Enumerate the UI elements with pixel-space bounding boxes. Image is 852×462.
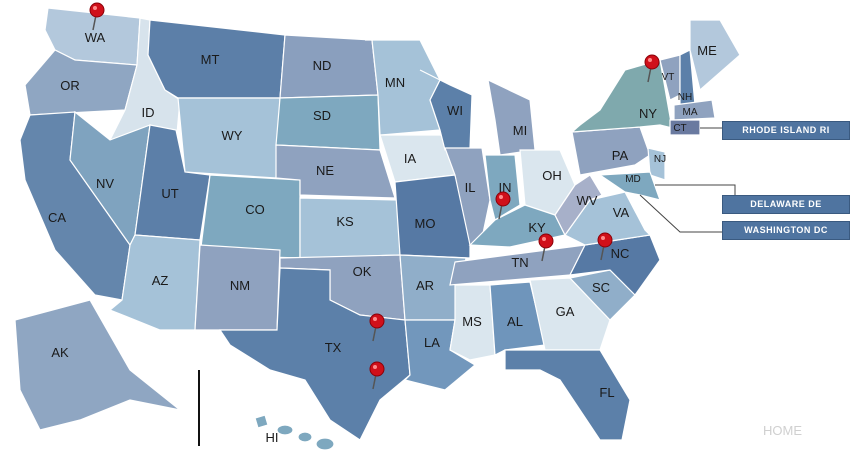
state-ne[interactable] [275, 144, 396, 199]
state-ms[interactable] [449, 284, 496, 361]
callout-connector [639, 194, 722, 233]
state-ks[interactable] [299, 197, 401, 259]
state-tx[interactable] [218, 267, 411, 441]
state-sd[interactable] [275, 94, 381, 151]
state-ga[interactable] [529, 277, 611, 351]
pin-highlight [601, 236, 605, 240]
state-mt[interactable] [147, 19, 286, 99]
state-hi-island[interactable] [297, 431, 313, 443]
map-pin-icon[interactable] [369, 313, 385, 329]
state-wy[interactable] [177, 97, 281, 179]
map-pin-icon[interactable] [89, 2, 105, 18]
map-pin-icon[interactable] [644, 54, 660, 70]
state-pa[interactable] [571, 126, 651, 176]
state-hi-island[interactable] [315, 437, 335, 451]
pin-highlight [648, 58, 652, 62]
state-ak[interactable] [14, 299, 181, 431]
state-wi[interactable] [419, 69, 473, 151]
state-wv[interactable] [554, 174, 603, 237]
state-ct[interactable] [669, 119, 701, 136]
state-ny[interactable] [570, 59, 673, 133]
state-mi[interactable] [487, 78, 536, 156]
state-ma[interactable] [673, 99, 716, 121]
callout-connector [655, 184, 736, 195]
state-nj[interactable] [647, 147, 666, 181]
pin-highlight [93, 6, 97, 10]
rhode-island-button[interactable]: RHODE ISLAND RI [722, 121, 850, 140]
state-nm[interactable] [194, 244, 281, 331]
pin-highlight [499, 195, 503, 199]
map-pin-icon[interactable] [538, 233, 554, 249]
map-pin-icon[interactable] [597, 232, 613, 248]
state-fl[interactable] [504, 349, 631, 441]
pin-highlight [542, 237, 546, 241]
pin-highlight [373, 317, 377, 321]
state-al[interactable] [489, 281, 546, 356]
state-nd[interactable] [279, 34, 379, 99]
state-label-hi: HI [266, 430, 279, 445]
state-in[interactable] [484, 154, 521, 221]
pin-highlight [373, 365, 377, 369]
state-md[interactable] [598, 171, 661, 201]
washington-dc-button[interactable]: WASHINGTON DC [722, 221, 850, 240]
home-link[interactable]: HOME [763, 423, 802, 438]
state-hi-island[interactable] [276, 424, 294, 436]
state-me[interactable] [689, 19, 741, 92]
map-pin-icon[interactable] [495, 191, 511, 207]
state-hi[interactable] [254, 414, 269, 429]
delaware-button[interactable]: DELAWARE DE [722, 195, 850, 214]
map-pin-icon[interactable] [369, 361, 385, 377]
